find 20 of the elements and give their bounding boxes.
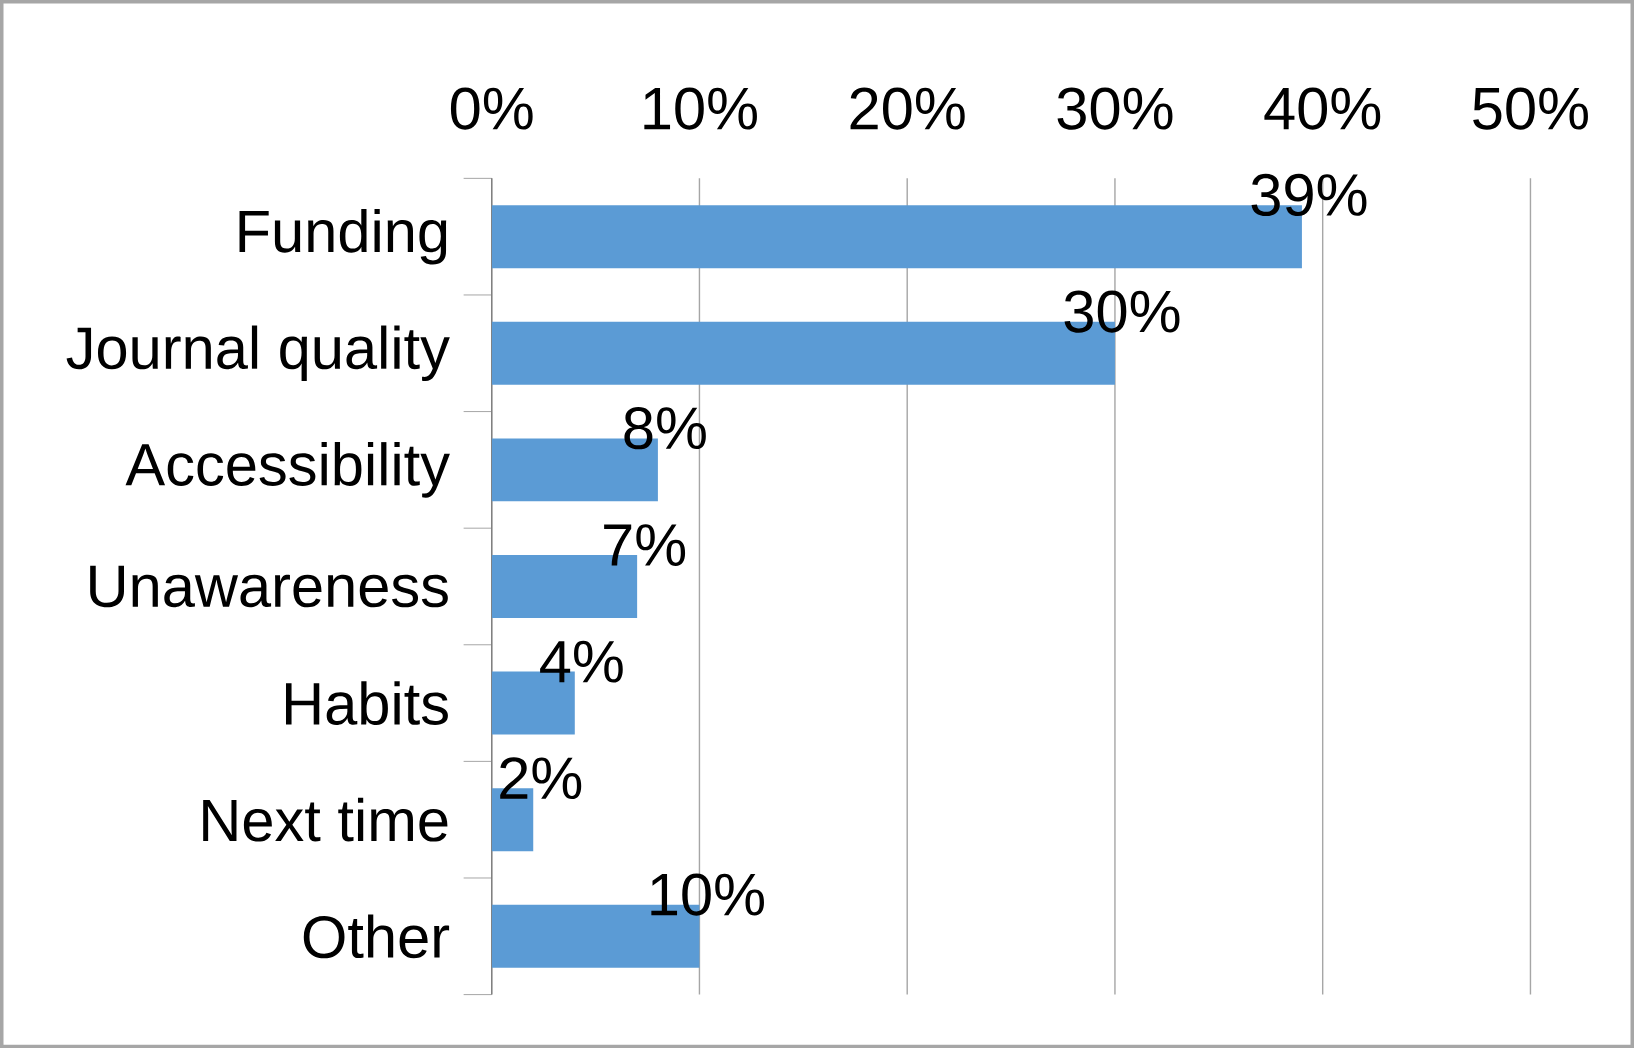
y-tick-label: Habits [285,681,448,725]
y-tick-label: Funding [239,208,447,265]
y-tick-label: Other [303,914,450,959]
x-tick-label: 10% [644,87,757,130]
x-tick-label: 0% [450,87,533,130]
y-tick-label: Unawareness [90,565,448,608]
x-tick-label: 20% [850,87,965,130]
data-label: 7% [604,524,686,566]
y-tick-label: Accessibility [125,442,450,498]
data-label: 30% [1064,290,1180,333]
x-tick-label: 40% [1264,87,1381,130]
data-label: 2% [500,757,582,799]
data-label: 8% [624,406,706,450]
x-tick-label: 50% [1473,87,1588,130]
x-tick-label: 30% [1057,87,1173,130]
y-tick-label: Journal quality [66,325,450,381]
data-label: 10% [651,873,764,916]
y-tick-label: Next time [203,797,448,842]
data-label: 4% [540,640,623,683]
data-label: 39% [1251,173,1367,217]
